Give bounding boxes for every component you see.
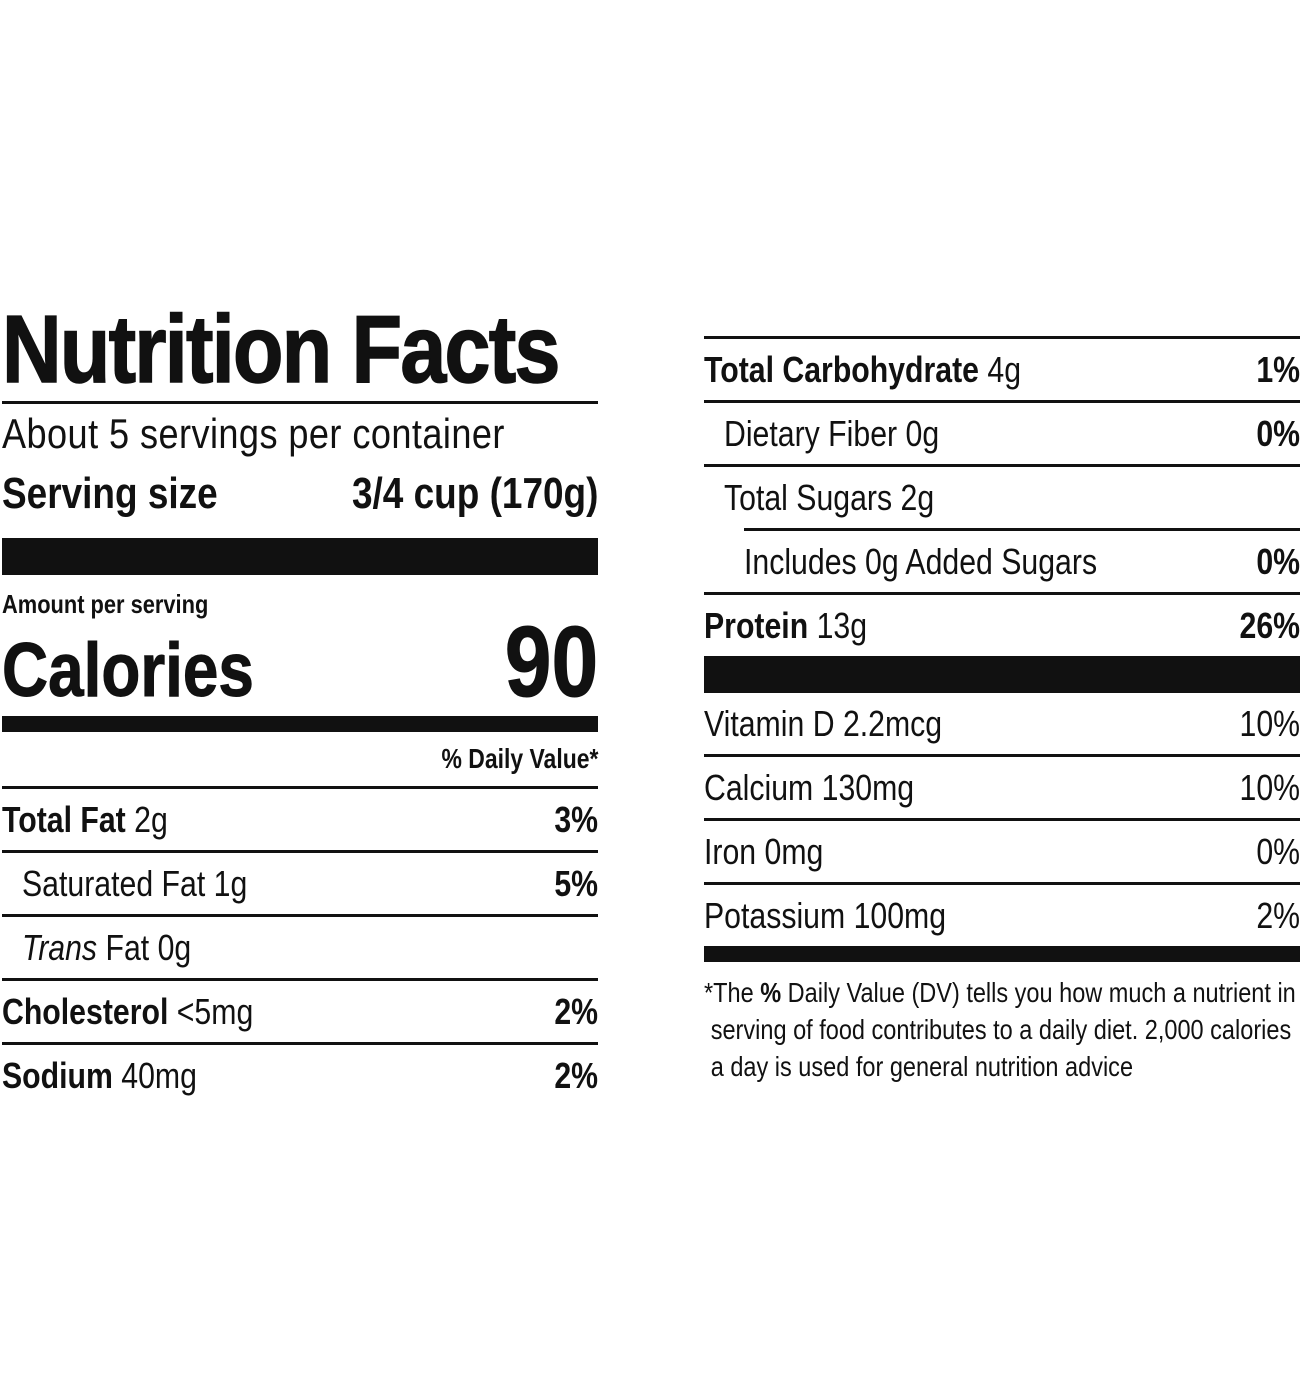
- divider: [2, 978, 598, 981]
- serving-size-label: Serving size: [2, 469, 218, 518]
- medium-divider: [2, 716, 598, 732]
- nutrient-row-dietary-fiber: Dietary Fiber 0g 0%: [724, 412, 1300, 454]
- vitamin-row-iron: Iron 0mg 0%: [704, 830, 1300, 872]
- divider: [2, 914, 598, 917]
- nutrient-row-added-sugars: Includes 0g Added Sugars 0%: [744, 540, 1300, 582]
- vitamin-row-calcium: Calcium 130mg 10%: [704, 766, 1300, 808]
- divider: [2, 1042, 598, 1045]
- divider: [2, 786, 598, 789]
- daily-value-pct: 10%: [1239, 702, 1300, 744]
- nutrition-facts-title: Nutrition Facts: [1, 296, 561, 403]
- daily-value-pct: 10%: [1239, 766, 1300, 808]
- divider: [704, 818, 1300, 821]
- daily-value-pct: 3%: [554, 798, 598, 840]
- vitamin-row-potassium: Potassium 100mg 2%: [704, 894, 1300, 936]
- nutrient-row-sodium: Sodium 40mg 2%: [2, 1054, 598, 1096]
- vitamin-row-vitamin-d: Vitamin D 2.2mcg 10%: [704, 702, 1300, 744]
- nutrient-row-cholesterol: Cholesterol <5mg 2%: [2, 990, 598, 1032]
- divider: [704, 754, 1300, 757]
- calories-value: 90: [504, 606, 598, 718]
- nutrition-facts-right-column: Total Carbohydrate 4g 1% Dietary Fiber 0…: [704, 336, 1300, 1085]
- daily-value-footnote: *The % Daily Value (DV) tells you how mu…: [704, 977, 1300, 1082]
- nutrient-row-saturated-fat: Saturated Fat 1g 5%: [22, 862, 598, 904]
- nutrient-row-protein: Protein 13g 26%: [704, 604, 1300, 646]
- daily-value-pct: 0%: [1256, 540, 1300, 582]
- daily-value-pct: 0%: [1256, 830, 1300, 872]
- divider: [704, 336, 1300, 339]
- nutrient-row-total-fat: Total Fat 2g 3%: [2, 798, 598, 840]
- daily-value-pct: 2%: [1256, 894, 1300, 936]
- divider: [2, 401, 598, 404]
- divider: [2, 850, 598, 853]
- thick-divider: [704, 656, 1300, 693]
- amount-per-serving: Amount per serving: [2, 589, 209, 619]
- divider: [704, 592, 1300, 595]
- nutrient-row-total-sugars: Total Sugars 2g: [724, 476, 935, 518]
- nutrient-row-total-carbohydrate: Total Carbohydrate 4g 1%: [704, 348, 1300, 390]
- servings-per-container: About 5 servings per container: [2, 410, 505, 457]
- daily-value-pct: 2%: [554, 1054, 598, 1096]
- thick-divider: [2, 538, 598, 575]
- divider: [704, 400, 1300, 403]
- daily-value-header: % Daily Value*: [441, 743, 598, 774]
- serving-size-value: 3/4 cup (170g): [351, 469, 598, 518]
- daily-value-pct: 1%: [1256, 348, 1300, 390]
- calories-row: Calories 90: [2, 606, 599, 718]
- daily-value-pct: 0%: [1256, 412, 1300, 454]
- medium-divider: [704, 946, 1300, 962]
- indented-divider: [744, 528, 1300, 531]
- daily-value-pct: 2%: [554, 990, 598, 1032]
- divider: [704, 464, 1300, 467]
- daily-value-pct: 5%: [554, 862, 598, 904]
- serving-size-row: Serving size 3/4 cup (170g): [2, 466, 598, 538]
- nutrition-facts-left-column: Nutrition Facts About 5 servings per con…: [1, 296, 599, 1106]
- divider: [704, 882, 1300, 885]
- nutrient-row-trans-fat: Trans Fat 0g: [22, 926, 192, 968]
- calories-label: Calories: [2, 628, 255, 714]
- daily-value-pct: 26%: [1239, 604, 1300, 646]
